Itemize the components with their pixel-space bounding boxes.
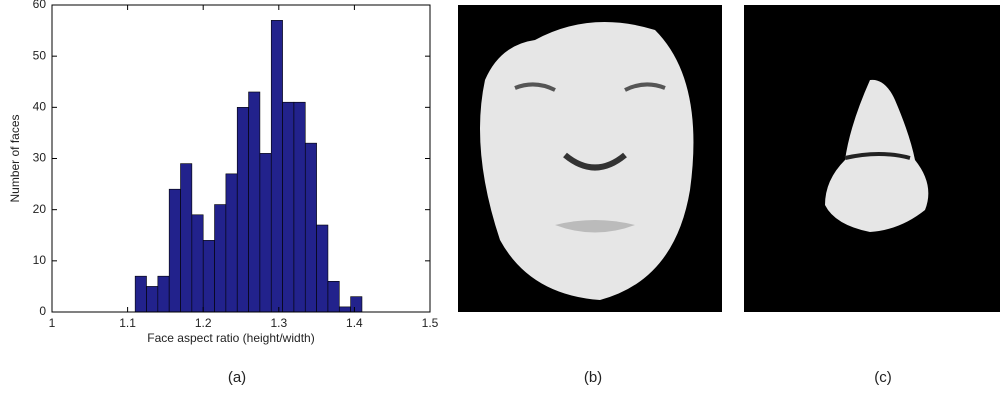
bar <box>305 143 316 312</box>
bar <box>271 20 282 312</box>
bar <box>181 164 192 312</box>
y-tick-label: 20 <box>33 202 47 216</box>
bar <box>215 205 226 312</box>
bar <box>169 189 180 312</box>
x-tick-label: 1 <box>49 316 56 330</box>
bar <box>147 286 158 312</box>
caption: (a) <box>228 369 246 386</box>
x-tick-label: 1.5 <box>422 316 439 330</box>
x-axis-label: Face aspect ratio (height/width) <box>147 331 314 345</box>
y-tick-label: 10 <box>33 253 47 267</box>
bar <box>192 215 203 312</box>
bar <box>260 153 271 312</box>
bar <box>135 276 146 312</box>
y-axis-label: Number of faces <box>8 114 22 202</box>
bar <box>226 174 237 312</box>
caption: (b) <box>584 369 602 386</box>
y-tick-label: 60 <box>33 0 47 11</box>
bar <box>294 102 305 312</box>
x-tick-label: 1.4 <box>346 316 363 330</box>
bar <box>328 281 339 312</box>
y-tick-label: 50 <box>33 48 47 62</box>
x-tick-label: 1.2 <box>195 316 212 330</box>
caption: (c) <box>874 369 892 386</box>
x-tick-label: 1.3 <box>270 316 287 330</box>
figure: (a) (b) (c) 0 10 20 30 40 50 60 1 1.1 1.2 1.3 1.4 1.… <box>0 0 1000 394</box>
bar <box>203 240 214 312</box>
bar <box>317 225 328 312</box>
bar <box>237 107 248 312</box>
x-tick-label: 1.1 <box>119 316 136 330</box>
bar <box>351 297 362 312</box>
y-tick-label: 40 <box>33 100 47 114</box>
bar <box>249 92 260 312</box>
y-tick-label: 30 <box>33 151 47 165</box>
bar <box>158 276 169 312</box>
bar <box>283 102 294 312</box>
y-tick-label: 0 <box>39 304 46 318</box>
bar <box>339 307 350 312</box>
